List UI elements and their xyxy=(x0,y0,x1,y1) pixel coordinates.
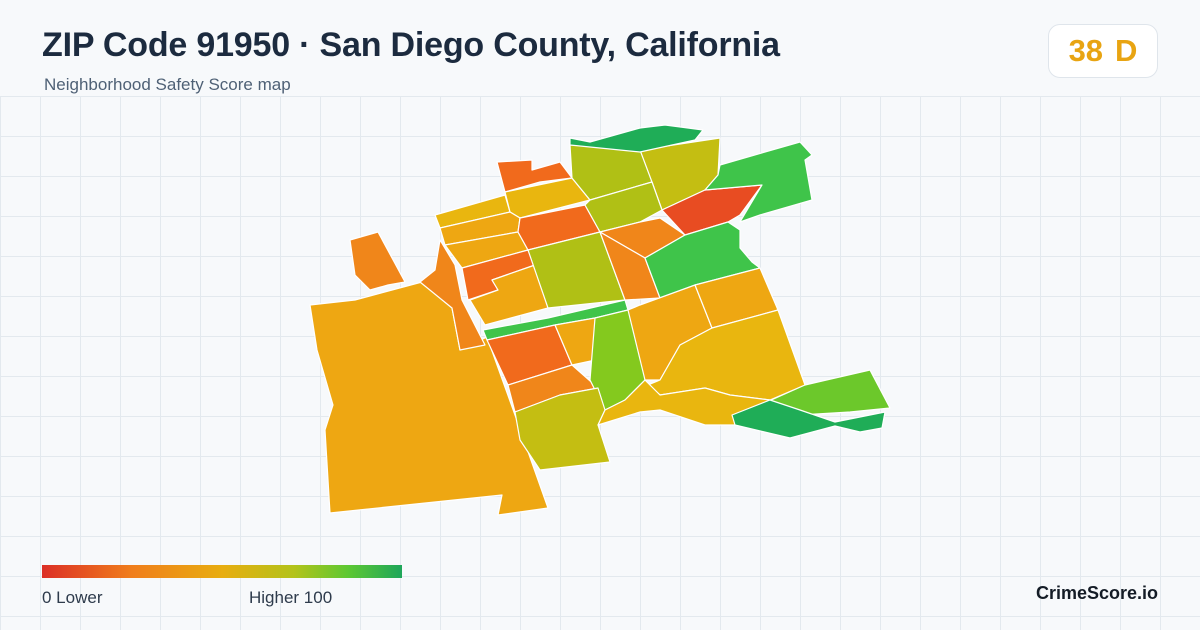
map-region[interactable] xyxy=(704,141,813,223)
safety-grade: D xyxy=(1115,33,1138,68)
safety-score-value: 38 xyxy=(1068,33,1104,68)
brand-logo-text: CrimeScore.io xyxy=(1035,583,1158,603)
map-region[interactable] xyxy=(731,399,886,439)
safety-score-badge: 38 D xyxy=(1048,24,1158,78)
page-subtitle: Neighborhood Safety Score map xyxy=(44,75,291,94)
map-region[interactable] xyxy=(569,124,704,153)
legend-high-label: Higher 100 xyxy=(249,588,333,607)
map-region[interactable] xyxy=(419,239,486,351)
map-region[interactable] xyxy=(504,177,591,219)
legend-low-label: 0 Lower xyxy=(42,588,103,607)
legend-gradient-bar xyxy=(42,565,402,578)
page-title: ZIP Code 91950 · San Diego County, Calif… xyxy=(42,26,780,64)
map-region[interactable] xyxy=(349,231,406,291)
